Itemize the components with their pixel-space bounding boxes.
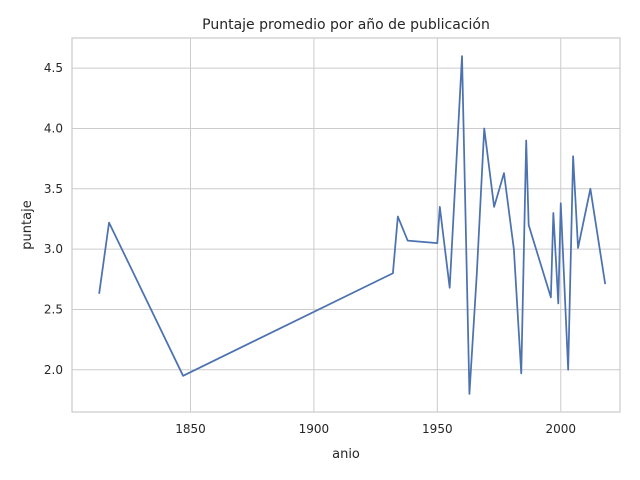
data-point (589, 187, 592, 190)
y-tick-label: 3.5 (44, 182, 63, 196)
data-point (493, 205, 496, 208)
y-tick-label: 2.0 (44, 363, 63, 377)
data-point (406, 239, 409, 242)
grid-lines (72, 38, 620, 412)
data-point (468, 392, 471, 395)
series-line (98, 55, 607, 395)
data-point (502, 172, 505, 175)
data-point (577, 246, 580, 249)
data-point (557, 302, 560, 305)
x-tick-label: 2000 (545, 422, 576, 436)
data-point (525, 139, 528, 142)
data-point (549, 296, 552, 299)
y-tick-label: 3.0 (44, 242, 63, 256)
x-tick-label: 1850 (175, 422, 206, 436)
x-axis-ticks: 1850 1900 1950 2000 (175, 422, 576, 436)
data-point (108, 221, 111, 224)
data-point (552, 211, 555, 214)
data-point (461, 55, 464, 58)
data-point (436, 242, 439, 245)
data-point (527, 224, 530, 227)
y-tick-label: 2.5 (44, 302, 63, 316)
data-point (559, 202, 562, 205)
y-tick-label: 4.5 (44, 61, 63, 75)
data-point (512, 248, 515, 251)
y-tick-label: 4.0 (44, 121, 63, 135)
x-axis-label: anio (332, 447, 360, 462)
data-point (475, 272, 478, 275)
data-point (182, 374, 185, 377)
y-axis-label: puntaje (20, 200, 35, 249)
data-point (567, 368, 570, 371)
x-tick-label: 1900 (299, 422, 330, 436)
chart-title: Puntaje promedio por año de publicación (202, 17, 490, 33)
plot-frame (71, 37, 621, 413)
data-point (98, 292, 101, 295)
y-axis-ticks: 2.0 2.5 3.0 3.5 4.0 4.5 (44, 61, 63, 377)
data-point (448, 286, 451, 289)
series-group (98, 55, 607, 395)
data-point (604, 283, 607, 286)
data-point (391, 272, 394, 275)
data-point (483, 127, 486, 130)
data-point (396, 215, 399, 218)
data-point (438, 205, 441, 208)
data-point (520, 372, 523, 375)
x-tick-label: 1950 (422, 422, 453, 436)
data-point (572, 155, 575, 158)
